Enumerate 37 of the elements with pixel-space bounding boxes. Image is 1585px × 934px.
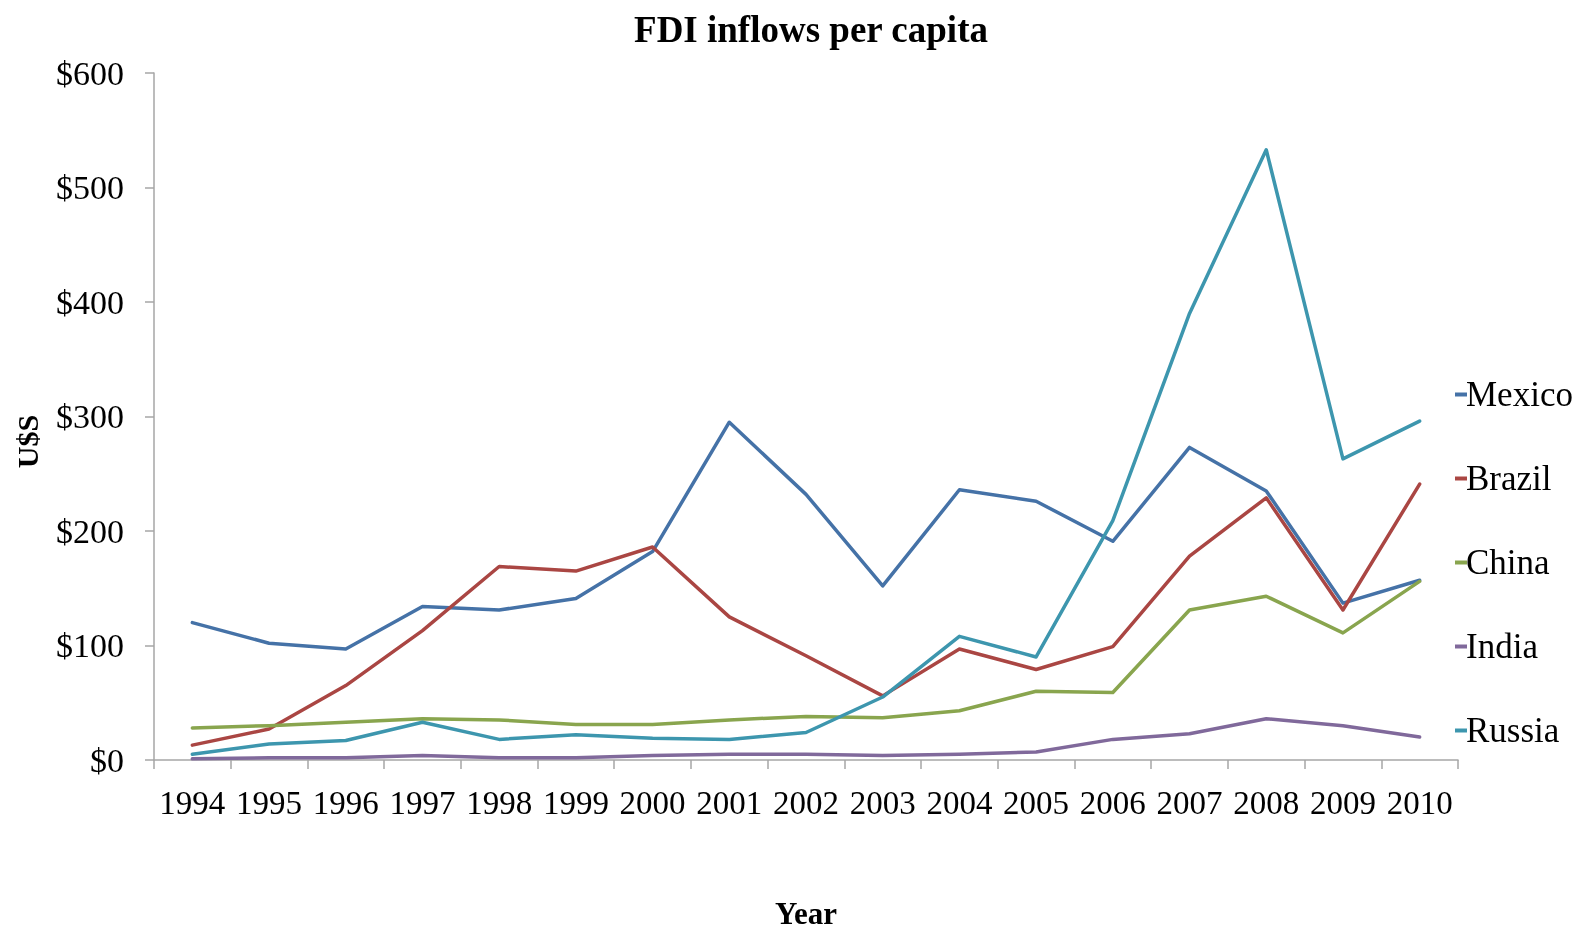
x-tick-label: 2008 <box>1233 784 1300 821</box>
y-axis-title: U$S <box>10 414 44 469</box>
x-tick-label: 2001 <box>696 784 763 821</box>
y-tick-label: $0 <box>90 741 124 779</box>
x-tick-label: 2009 <box>1309 784 1376 821</box>
legend-label: Russia <box>1466 711 1560 750</box>
legend-label: India <box>1466 627 1539 666</box>
legend-label: China <box>1466 543 1551 582</box>
legend-label: Brazil <box>1466 459 1552 498</box>
x-tick-label: 2000 <box>619 784 686 821</box>
x-tick-label: 1999 <box>542 784 609 821</box>
x-tick-label: 2002 <box>773 784 839 821</box>
y-tick-label: $400 <box>56 283 124 321</box>
x-tick-label: 1995 <box>236 784 303 821</box>
line-series <box>190 420 1422 651</box>
x-tick-label: 1994 <box>159 784 226 821</box>
x-tick-label: 2007 <box>1156 784 1223 821</box>
line-series <box>190 579 1422 730</box>
y-tick-label: $300 <box>56 398 124 435</box>
x-tick-label: 1998 <box>466 784 533 821</box>
x-tick-label: 1997 <box>389 784 456 821</box>
line-series <box>190 717 1422 761</box>
y-tick-label: $100 <box>56 627 124 664</box>
y-tick-label: $600 <box>56 54 124 92</box>
x-tick-label: 2004 <box>926 784 993 821</box>
x-axis-title: Year <box>775 896 838 931</box>
y-tick-label: $500 <box>56 169 124 206</box>
x-tick-label: 2003 <box>849 784 916 821</box>
chart-title: FDI inflows per capita <box>634 9 988 50</box>
x-tick-label: 1996 <box>312 784 379 821</box>
y-tick-label: $200 <box>56 512 124 550</box>
legend-label: Mexico <box>1466 375 1573 414</box>
x-tick-label: 2010 <box>1386 784 1453 821</box>
x-tick-label: 2006 <box>1079 784 1146 821</box>
x-tick-label: 2005 <box>1003 784 1070 821</box>
line-series <box>190 482 1422 747</box>
line-series <box>190 147 1422 757</box>
